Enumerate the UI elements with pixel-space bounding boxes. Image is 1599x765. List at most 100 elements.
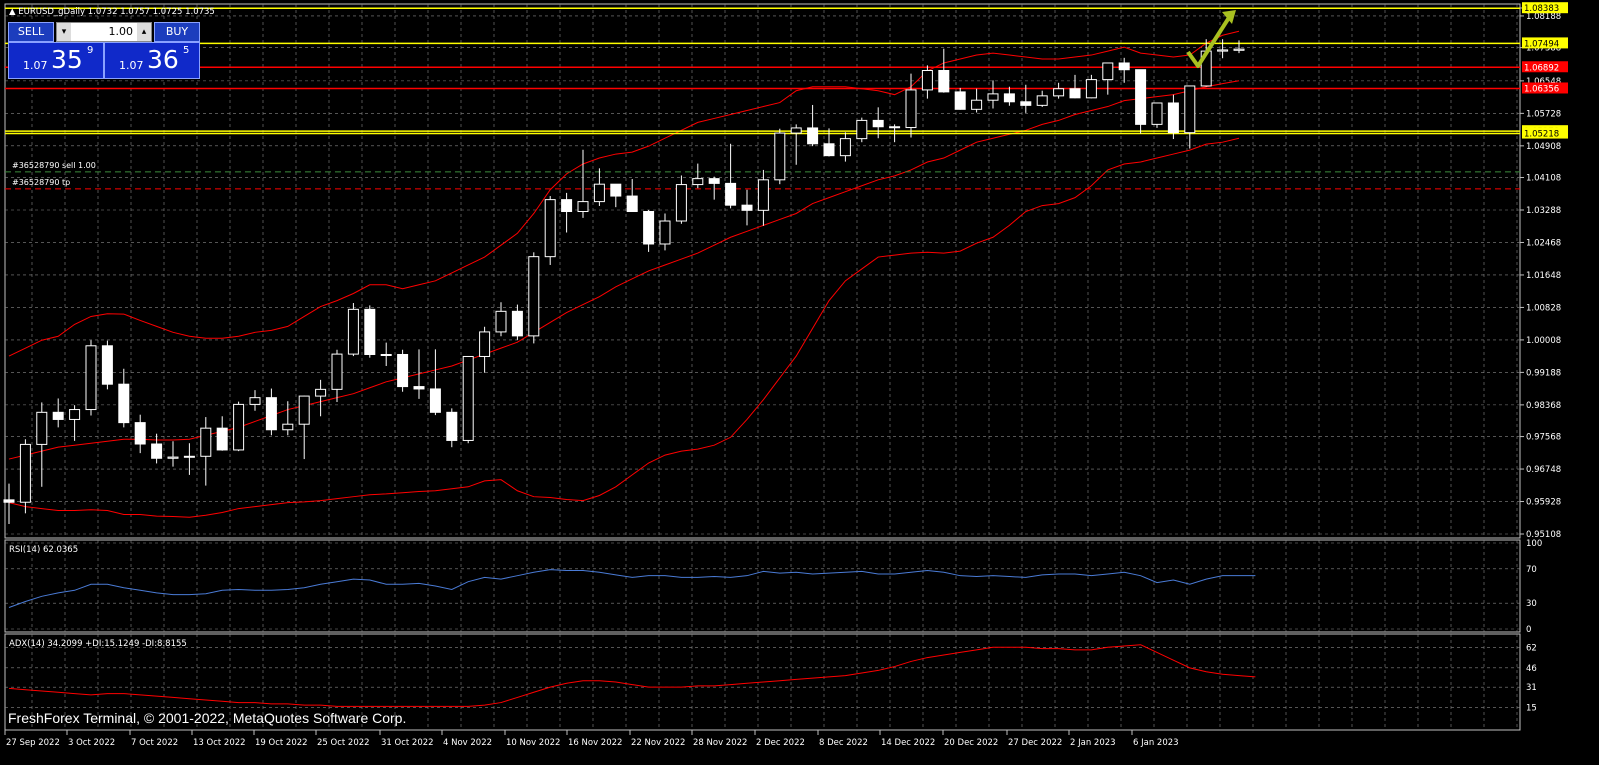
- bear-candle: [364, 308, 376, 355]
- bull-candle: [1036, 95, 1048, 106]
- bear-candle: [725, 182, 737, 206]
- bear-candle: [1167, 102, 1179, 134]
- bull-candle: [839, 138, 851, 157]
- price-tick-label: 0.95108: [1526, 530, 1561, 540]
- bull-candle: [36, 411, 48, 445]
- bear-candle: [397, 353, 409, 388]
- adx-tick-label: 15: [1526, 704, 1537, 714]
- date-tick-label: 4 Nov 2022: [443, 738, 492, 748]
- adx-line: [8, 644, 1256, 707]
- bear-candle: [626, 195, 638, 213]
- bear-candle: [807, 127, 819, 145]
- one-click-trading-panel: SELL ▾ 1.00 ▴ BUY 1.07 35 9 1.07 36 5: [8, 22, 200, 79]
- bull-candle: [774, 132, 786, 181]
- price-highlight-label: 1.06892: [1524, 63, 1559, 73]
- rsi-tick-label: 70: [1526, 565, 1537, 575]
- bear-candle: [643, 211, 655, 245]
- bull-candle: [1085, 79, 1097, 99]
- bull-candle: [593, 183, 605, 203]
- date-tick-label: 22 Nov 2022: [631, 738, 685, 748]
- bear-candle: [1069, 88, 1081, 99]
- bear-candle: [216, 427, 228, 451]
- price-tick-label: 1.05728: [1526, 109, 1561, 119]
- bear-candle: [134, 422, 146, 445]
- date-tick-label: 8 Dec 2022: [819, 738, 868, 748]
- date-tick-label: 2 Jan 2023: [1070, 738, 1116, 748]
- date-tick-label: 31 Oct 2022: [381, 738, 434, 748]
- buy-button[interactable]: BUY: [154, 22, 200, 42]
- date-tick-label: 3 Oct 2022: [68, 738, 115, 748]
- price-highlight-box: [1522, 127, 1568, 139]
- price-highlight-label: 1.08383: [1524, 4, 1559, 14]
- price-highlight-box: [1522, 2, 1568, 14]
- date-tick-label: 20 Dec 2022: [944, 738, 998, 748]
- bear-candle: [1020, 101, 1032, 106]
- date-tick-label: 10 Nov 2022: [506, 738, 560, 748]
- bull-candle: [495, 310, 507, 333]
- price-tick-label: 1.06548: [1526, 77, 1561, 87]
- bull-candle: [905, 89, 917, 129]
- rsi-label: RSI(14) 62.0365: [9, 545, 78, 555]
- buy-price-sup: 5: [183, 45, 190, 56]
- sell-price-prefix: 1.07: [23, 59, 48, 72]
- date-tick-label: 16 Nov 2022: [568, 738, 622, 748]
- price-highlight-label: 1.07494: [1524, 39, 1559, 49]
- bull-candle: [659, 220, 671, 245]
- sell-price-box[interactable]: 1.07 35 9: [8, 42, 104, 79]
- bollinger-middle-line: [8, 80, 1240, 460]
- bull-candle: [1184, 85, 1196, 134]
- bull-candle: [856, 119, 868, 140]
- lot-decrease-icon[interactable]: ▾: [57, 23, 71, 41]
- bear-candle: [954, 91, 966, 110]
- bull-candle: [1053, 88, 1065, 97]
- lot-increase-icon[interactable]: ▴: [137, 23, 151, 41]
- bull-candle: [19, 443, 31, 503]
- bull-candle: [692, 178, 704, 186]
- price-tick-label: 1.04108: [1526, 174, 1561, 184]
- price-tick-label: 1.02468: [1526, 238, 1561, 248]
- bull-candle: [69, 409, 81, 420]
- sell-price-sup: 9: [87, 45, 94, 56]
- bear-candle: [872, 119, 884, 128]
- date-tick-label: 14 Dec 2022: [881, 738, 935, 748]
- bear-candle: [889, 126, 901, 129]
- trend-arrow-head-icon: [1222, 10, 1236, 24]
- buy-price-big: 36: [147, 45, 179, 74]
- adx-panel-frame: [4, 633, 1521, 731]
- bear-candle: [610, 183, 622, 197]
- bear-candle: [265, 397, 277, 431]
- chart-title: ▲ EURUSD_gDaily 1.0732 1.0757 1.0725 1.0…: [9, 7, 215, 17]
- price-tick-label: 1.01648: [1526, 271, 1561, 281]
- bear-candle: [446, 411, 458, 441]
- buy-price-box[interactable]: 1.07 36 5: [104, 42, 200, 79]
- price-highlight-label: 1.05218: [1524, 130, 1559, 140]
- bull-candle: [971, 99, 983, 110]
- date-tick-label: 13 Oct 2022: [193, 738, 246, 748]
- lot-size-value[interactable]: 1.00: [108, 25, 134, 38]
- price-tick-label: 1.07388: [1526, 44, 1561, 54]
- adx-tick-label: 31: [1526, 683, 1537, 693]
- order-tp-label: #36528790 tp: [12, 178, 70, 187]
- bear-candle: [413, 386, 425, 390]
- bull-candle: [479, 331, 491, 357]
- bollinger-upper-line: [8, 30, 1240, 357]
- price-highlight-label: 1.06356: [1524, 84, 1559, 94]
- date-tick-label: 19 Oct 2022: [255, 738, 308, 748]
- bull-candle: [1233, 48, 1245, 51]
- bull-candle: [233, 403, 245, 451]
- bear-candle: [938, 70, 950, 93]
- sell-button[interactable]: SELL: [8, 22, 54, 42]
- rsi-tick-label: 100: [1526, 539, 1542, 549]
- price-tick-label: 1.03288: [1526, 206, 1561, 216]
- bull-candle: [577, 201, 589, 213]
- lot-size-input[interactable]: ▾ 1.00 ▴: [56, 22, 152, 42]
- bull-candle: [1217, 49, 1229, 52]
- rsi-panel-frame: [4, 539, 1521, 633]
- date-tick-label: 28 Nov 2022: [693, 738, 747, 748]
- copyright-text: FreshForex Terminal, © 2001-2022, MetaQu…: [8, 710, 407, 726]
- bull-candle: [331, 353, 343, 390]
- bull-candle: [790, 127, 802, 134]
- bull-candle: [921, 70, 933, 91]
